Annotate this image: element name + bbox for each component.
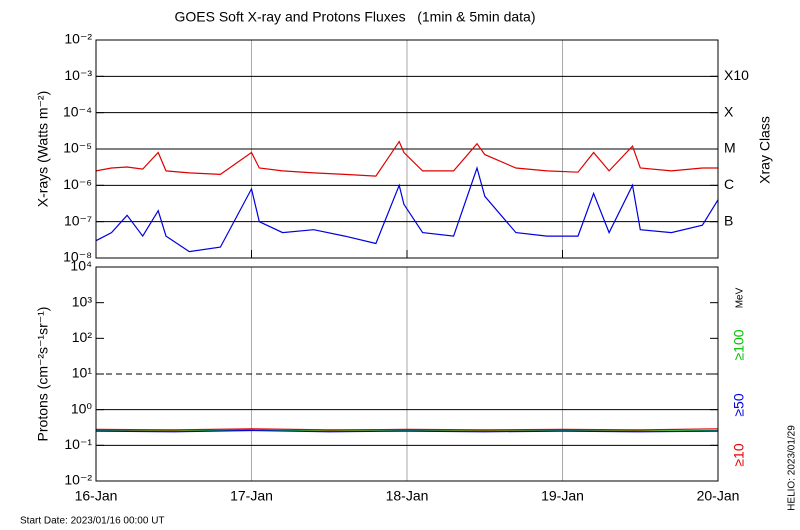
- x-tick-label: 16-Jan: [75, 488, 118, 504]
- y-tick-label: 10⁴: [70, 258, 92, 274]
- credit: HELIO: 2023/01/29: [787, 425, 798, 511]
- legend-entry: ≥100: [731, 329, 747, 360]
- legend-title: MeV: [735, 287, 746, 308]
- series-line: [95, 429, 719, 433]
- legend-entry: ≥50: [731, 393, 747, 416]
- series-line: [95, 165, 719, 253]
- plot-frame: [95, 266, 719, 482]
- x-tick-label: 19-Jan: [541, 488, 584, 504]
- y2-tick-label: X: [724, 103, 734, 119]
- y2-tick-label: M: [724, 140, 736, 156]
- y2-tick-label: B: [724, 212, 733, 228]
- x-tick-label: 20-Jan: [697, 488, 740, 504]
- y-tick-label: 10⁻²: [64, 31, 92, 47]
- series-line: [95, 429, 719, 432]
- y-tick-label: 10⁰: [71, 400, 93, 416]
- y2-tick-label: C: [724, 176, 734, 192]
- y2-axis-label: Xray Class: [757, 116, 773, 184]
- y-tick-label: 10⁻⁵: [63, 140, 92, 156]
- y-tick-label: 10²: [72, 329, 93, 345]
- y-tick-label: 10⁻⁸: [63, 249, 92, 265]
- footer: Start Date: 2023/01/16 00:00 UT: [20, 516, 165, 527]
- y-axis-label: X-rays (Watts m⁻²): [35, 91, 51, 208]
- series-line: [95, 140, 718, 177]
- y2-tick-label: X10: [724, 67, 749, 83]
- series-line: [95, 428, 719, 431]
- y-tick-label: 10⁻⁴: [63, 103, 92, 119]
- x-tick-label: 17-Jan: [230, 488, 273, 504]
- x-tick-label: 18-Jan: [386, 488, 429, 504]
- plot-frame: [95, 39, 719, 259]
- y-tick-label: 10³: [72, 293, 93, 309]
- legend-entry: ≥10: [731, 443, 747, 466]
- y-tick-label: 10⁻⁷: [64, 212, 92, 228]
- y-axis-label: Protons (cm⁻²s⁻¹sr⁻¹): [35, 307, 51, 442]
- y-tick-label: 10⁻¹: [64, 436, 92, 452]
- y-tick-label: 10⁻³: [64, 67, 92, 83]
- y-tick-label: 10¹: [72, 365, 93, 381]
- y-tick-label: 10⁻⁶: [63, 176, 92, 192]
- y-tick-label: 10⁻²: [64, 472, 92, 488]
- title: GOES Soft X-ray and Protons Fluxes (1min…: [174, 9, 535, 25]
